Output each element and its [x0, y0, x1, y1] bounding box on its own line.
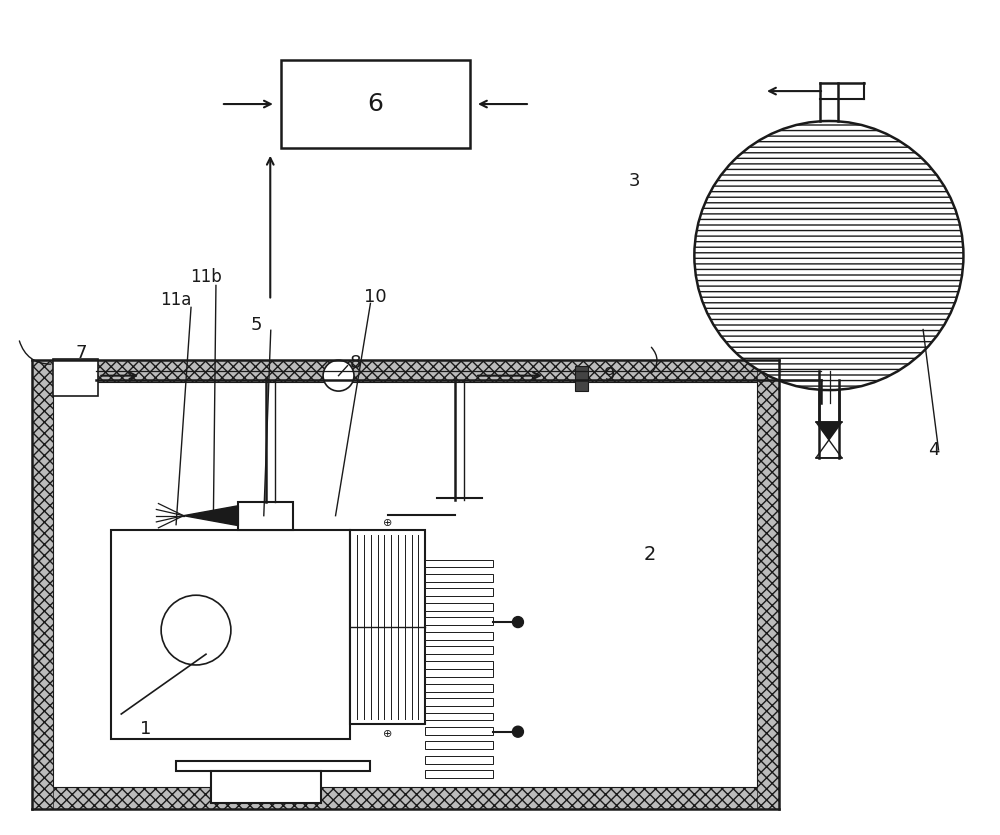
Bar — [32, 360, 779, 382]
Text: ⊕: ⊕ — [383, 518, 393, 528]
Text: 10: 10 — [364, 288, 387, 306]
Bar — [425, 617, 493, 625]
Text: ⊕: ⊕ — [383, 729, 393, 739]
Bar — [32, 360, 53, 808]
Text: 1: 1 — [140, 720, 152, 738]
Text: 7: 7 — [76, 344, 87, 362]
Bar — [757, 360, 779, 808]
Polygon shape — [184, 506, 238, 526]
Bar — [425, 559, 493, 568]
Bar — [425, 646, 493, 654]
Bar — [281, 60, 470, 148]
Bar — [575, 367, 588, 391]
Bar — [425, 589, 493, 596]
Bar — [425, 741, 493, 749]
Bar — [32, 787, 779, 808]
Text: 2: 2 — [643, 545, 656, 564]
Bar — [425, 660, 493, 669]
Circle shape — [161, 595, 231, 665]
Bar — [425, 574, 493, 582]
Bar — [425, 632, 493, 640]
Text: 4: 4 — [928, 441, 939, 459]
Bar — [425, 684, 493, 691]
Circle shape — [512, 616, 523, 628]
Bar — [176, 761, 370, 771]
Bar — [425, 698, 493, 706]
Circle shape — [323, 360, 354, 391]
Bar — [425, 771, 493, 778]
Bar — [53, 382, 757, 787]
Bar — [425, 756, 493, 764]
Bar — [238, 502, 293, 529]
Text: 11a: 11a — [160, 291, 192, 310]
Circle shape — [694, 121, 963, 390]
Polygon shape — [816, 440, 842, 458]
Bar — [425, 669, 493, 677]
Text: 5: 5 — [250, 316, 262, 334]
Text: 6: 6 — [367, 92, 383, 116]
Bar — [350, 529, 425, 724]
Bar — [425, 727, 493, 735]
Bar — [425, 712, 493, 721]
Bar — [53, 359, 98, 396]
Text: 9: 9 — [604, 366, 615, 384]
Polygon shape — [816, 422, 842, 440]
Text: 3: 3 — [629, 172, 640, 190]
Circle shape — [512, 726, 523, 737]
Bar — [211, 771, 321, 802]
Bar — [111, 529, 350, 739]
Text: 11b: 11b — [190, 269, 222, 286]
Bar — [425, 603, 493, 611]
Text: 8: 8 — [350, 354, 361, 372]
